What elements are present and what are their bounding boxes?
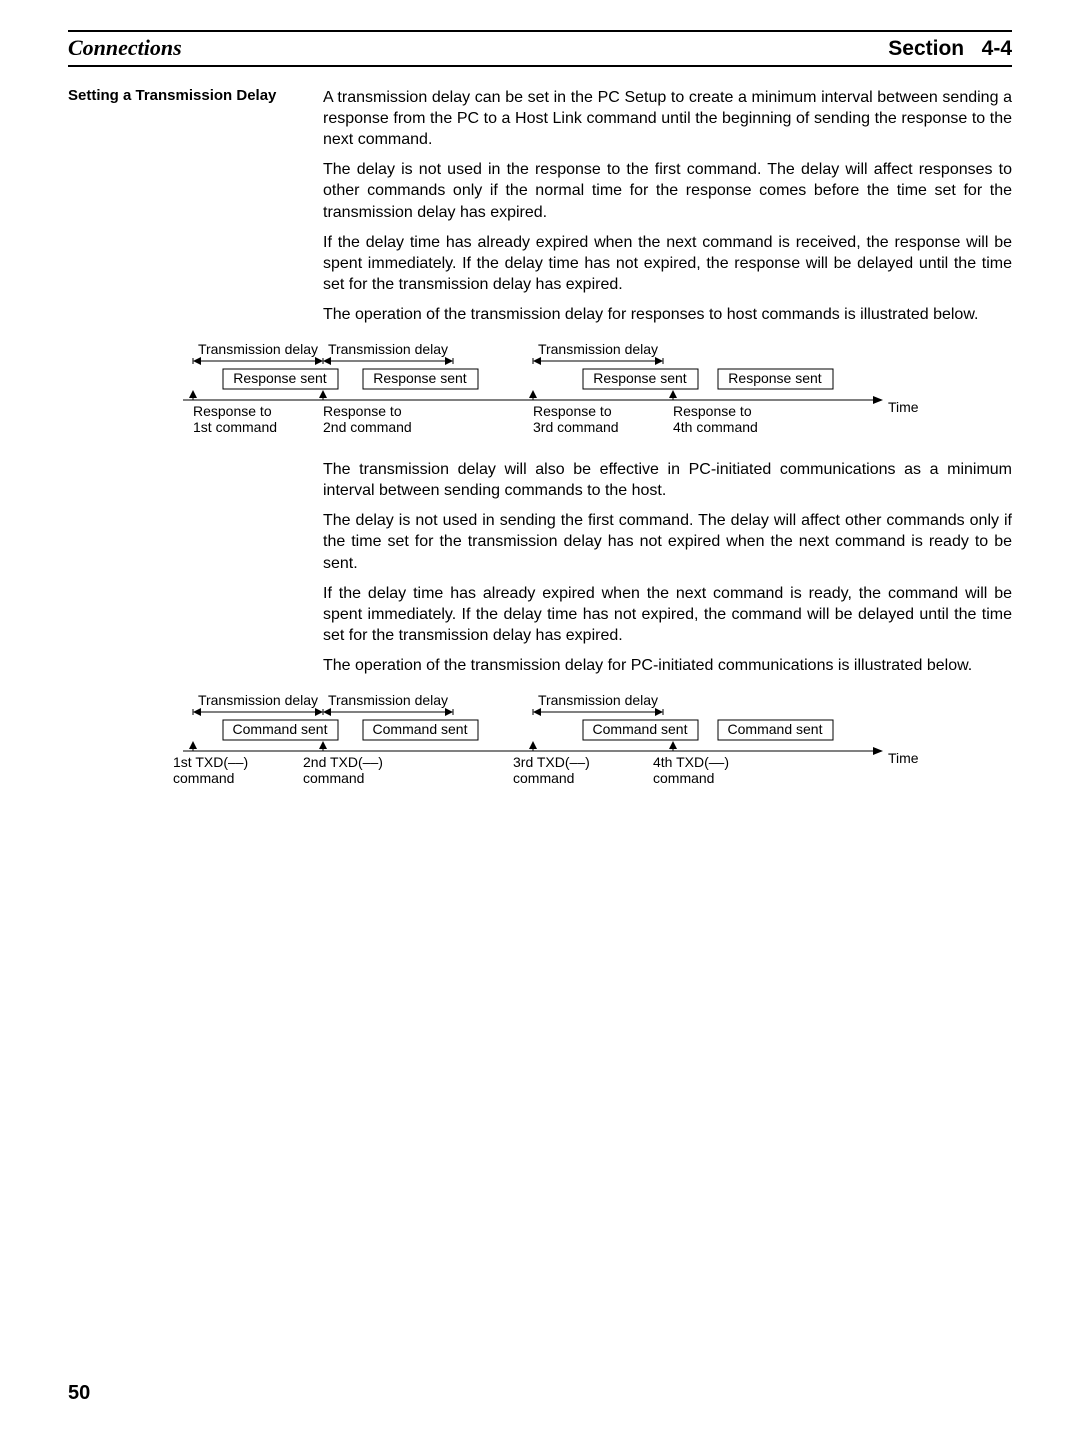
event-label: 4th command	[673, 419, 758, 435]
delay-label: Transmission delay	[198, 693, 318, 708]
sent-label: Response sent	[593, 370, 687, 386]
para: The delay is not used in sending the fir…	[323, 510, 1012, 573]
rule-top	[68, 30, 1012, 32]
event-label: Response to	[323, 403, 402, 419]
arrowhead-icon	[873, 747, 883, 755]
event-label: 2nd TXD(––)	[303, 754, 383, 770]
diagram-responses: Transmission delay Transmission delay Tr…	[163, 342, 1012, 443]
side-column-empty	[68, 459, 313, 685]
para: A transmission delay can be set in the P…	[323, 87, 1012, 150]
event-label: 1st command	[193, 419, 277, 435]
time-label: Time	[888, 750, 919, 766]
time-label: Time	[888, 399, 919, 415]
side-column: Setting a Transmission Delay	[68, 87, 313, 334]
event-label: command	[653, 770, 714, 786]
event-label: 2nd command	[323, 419, 412, 435]
event-label: 4th TXD(––)	[653, 754, 729, 770]
delay-label: Transmission delay	[328, 342, 448, 357]
delay-label: Transmission delay	[198, 342, 318, 357]
header-section: Section 4-4	[888, 37, 1012, 61]
delay-label: Transmission delay	[328, 693, 448, 708]
event-label: Response to	[533, 403, 612, 419]
event-label: Response to	[673, 403, 752, 419]
sent-label: Command sent	[233, 721, 328, 737]
para: The delay is not used in the response to…	[323, 159, 1012, 222]
event-label: command	[513, 770, 574, 786]
delay-label: Transmission delay	[538, 693, 658, 708]
event-label: 1st TXD(––)	[173, 754, 248, 770]
body-column-bottom: The transmission delay will also be effe…	[323, 459, 1012, 685]
sent-label: Command sent	[728, 721, 823, 737]
sent-label: Command sent	[373, 721, 468, 737]
delay-span-1: Transmission delay	[193, 693, 323, 716]
top-block: Setting a Transmission Delay A transmiss…	[68, 87, 1012, 334]
delay-span-2: Transmission delay	[323, 693, 453, 716]
event-label: Response to	[193, 403, 272, 419]
bottom-block: The transmission delay will also be effe…	[68, 459, 1012, 685]
event-label: command	[173, 770, 234, 786]
sent-label: Response sent	[728, 370, 822, 386]
event-label: command	[303, 770, 364, 786]
header-title: Connections	[68, 35, 182, 61]
body-column-top: A transmission delay can be set in the P…	[323, 87, 1012, 334]
sent-label: Command sent	[593, 721, 688, 737]
delay-span-3: Transmission delay	[533, 693, 663, 716]
page-number: 50	[68, 1382, 90, 1405]
para: The transmission delay will also be effe…	[323, 459, 1012, 501]
side-heading: Setting a Transmission Delay	[68, 87, 313, 106]
page-header: Connections Section 4-4	[68, 33, 1012, 67]
sent-label: Response sent	[233, 370, 327, 386]
arrowhead-icon	[873, 396, 883, 404]
timing-diagram-2: Transmission delay Transmission delay Tr…	[163, 693, 933, 789]
para: The operation of the transmission delay …	[323, 655, 1012, 676]
sent-label: Response sent	[373, 370, 467, 386]
section-label: Section	[888, 37, 964, 60]
event-label: 3rd TXD(––)	[513, 754, 590, 770]
event-label: 3rd command	[533, 419, 619, 435]
para: If the delay time has already expired wh…	[323, 232, 1012, 295]
delay-span-1: Transmission delay	[193, 342, 323, 365]
diagram-commands: Transmission delay Transmission delay Tr…	[163, 693, 1012, 794]
timing-diagram-1: Transmission delay Transmission delay Tr…	[163, 342, 933, 438]
para: If the delay time has already expired wh…	[323, 583, 1012, 646]
section-num: 4-4	[982, 37, 1012, 60]
para: The operation of the transmission delay …	[323, 304, 1012, 325]
delay-label: Transmission delay	[538, 342, 658, 357]
delay-span-2: Transmission delay	[323, 342, 453, 365]
delay-span-3: Transmission delay	[533, 342, 663, 365]
